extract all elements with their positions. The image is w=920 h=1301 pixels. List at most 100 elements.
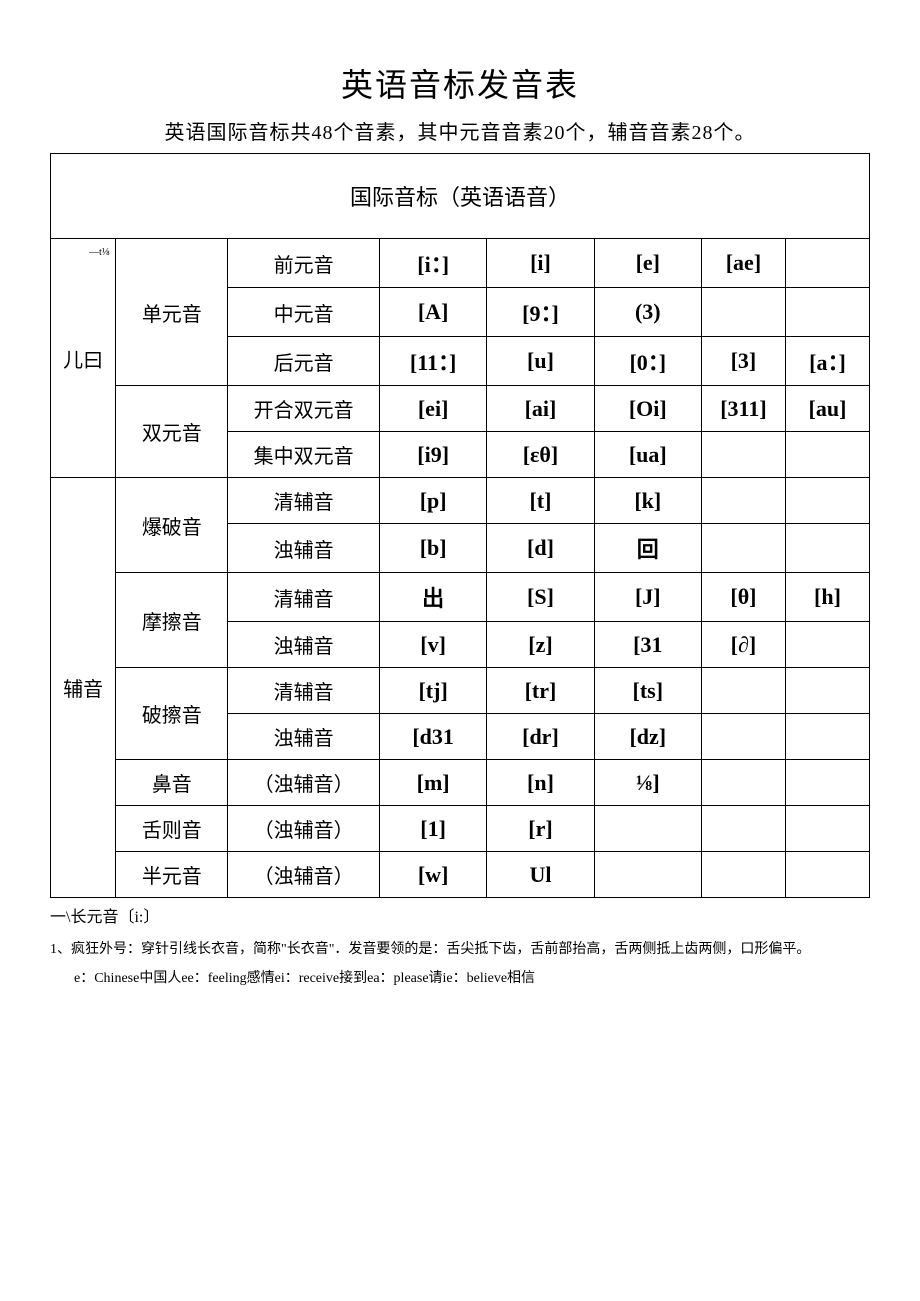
phonetic-cell: 回 (594, 524, 701, 573)
phonetic-cell (701, 288, 785, 337)
subcat-lateral: 舌则音 (116, 806, 228, 852)
phonetic-cell (785, 478, 869, 524)
vowel-label-text: 儿曰 (63, 350, 103, 372)
phonetic-cell: [ts] (594, 668, 701, 714)
type-label: 浊辅音 (228, 622, 380, 668)
phonetic-cell: [S] (487, 573, 594, 622)
phonetic-cell (785, 714, 869, 760)
type-label: 后元音 (228, 337, 380, 386)
phonetic-cell: [u] (487, 337, 594, 386)
type-label: （浊辅音） (228, 852, 380, 898)
subcat-fricative: 摩擦音 (116, 573, 228, 668)
phonetic-cell (785, 239, 869, 288)
footer-heading: 一\长元音〔i:〕 (50, 904, 870, 933)
type-label: 清辅音 (228, 573, 380, 622)
phonetic-cell: [a：] (785, 337, 869, 386)
phonetic-table: 国际音标（英语语音） —t⅛ 儿曰 单元音 前元音 [i：] [i] [e] [… (50, 153, 870, 898)
phonetic-cell: [εθ] (487, 432, 594, 478)
phonetic-cell: [k] (594, 478, 701, 524)
phonetic-cell: [31 (594, 622, 701, 668)
phonetic-cell (785, 668, 869, 714)
phonetic-cell: [i9] (379, 432, 486, 478)
phonetic-cell: 出 (379, 573, 486, 622)
subcat-plosive: 爆破音 (116, 478, 228, 573)
phonetic-cell: [∂] (701, 622, 785, 668)
type-label: 清辅音 (228, 668, 380, 714)
phonetic-cell: [θ] (701, 573, 785, 622)
phonetic-cell (785, 524, 869, 573)
phonetic-cell: [n] (487, 760, 594, 806)
phonetic-cell (785, 852, 869, 898)
phonetic-cell: [ae] (701, 239, 785, 288)
phonetic-cell (701, 478, 785, 524)
phonetic-cell (785, 760, 869, 806)
type-label: （浊辅音） (228, 806, 380, 852)
phonetic-cell: [au] (785, 386, 869, 432)
phonetic-cell: [dr] (487, 714, 594, 760)
phonetic-cell: [311] (701, 386, 785, 432)
phonetic-cell: [tj] (379, 668, 486, 714)
phonetic-cell: [Oi] (594, 386, 701, 432)
phonetic-cell: [w] (379, 852, 486, 898)
type-label: 前元音 (228, 239, 380, 288)
phonetic-cell (701, 760, 785, 806)
phonetic-cell: [d31 (379, 714, 486, 760)
phonetic-cell: [i：] (379, 239, 486, 288)
phonetic-cell (594, 852, 701, 898)
phonetic-cell: [t] (487, 478, 594, 524)
footer-section: 一\长元音〔i:〕 1、疯狂外号：穿针引线长衣音，简称"长衣音"．发音要领的是：… (50, 904, 870, 991)
phonetic-cell: [dz] (594, 714, 701, 760)
phonetic-cell (785, 432, 869, 478)
phonetic-cell: [3] (701, 337, 785, 386)
subcat-monophthong: 单元音 (116, 239, 228, 386)
phonetic-cell: [e] (594, 239, 701, 288)
type-label: 浊辅音 (228, 714, 380, 760)
phonetic-cell: [1] (379, 806, 486, 852)
category-consonant: 辅音 (51, 478, 116, 898)
page-subtitle: 英语国际音标共48个音素，其中元音音素20个，辅音音素28个。 (50, 116, 870, 145)
phonetic-cell (701, 852, 785, 898)
type-label: 清辅音 (228, 478, 380, 524)
phonetic-cell: [z] (487, 622, 594, 668)
phonetic-cell (701, 714, 785, 760)
type-label: （浊辅音） (228, 760, 380, 806)
table-header: 国际音标（英语语音） (51, 154, 870, 239)
subcat-affricate: 破擦音 (116, 668, 228, 760)
phonetic-cell: [d] (487, 524, 594, 573)
phonetic-cell: [p] (379, 478, 486, 524)
phonetic-cell: [tr] (487, 668, 594, 714)
vowel-sup: —t⅛ (89, 247, 109, 258)
type-label: 中元音 (228, 288, 380, 337)
subcat-diphthong: 双元音 (116, 386, 228, 478)
phonetic-cell (701, 524, 785, 573)
phonetic-cell: [ai] (487, 386, 594, 432)
phonetic-cell (594, 806, 701, 852)
subcat-nasal: 鼻音 (116, 760, 228, 806)
phonetic-cell (785, 806, 869, 852)
phonetic-cell: [9：] (487, 288, 594, 337)
page-title: 英语音标发音表 (50, 60, 870, 106)
phonetic-cell: [h] (785, 573, 869, 622)
phonetic-cell: (3) (594, 288, 701, 337)
footer-examples: e：Chinese中国人ee：feeling感情ei：receive接到ea：p… (50, 966, 870, 991)
phonetic-cell: ⅛] (594, 760, 701, 806)
subcat-semivowel: 半元音 (116, 852, 228, 898)
phonetic-cell: [11：] (379, 337, 486, 386)
category-vowel: —t⅛ 儿曰 (51, 239, 116, 478)
phonetic-cell: [v] (379, 622, 486, 668)
phonetic-cell: [A] (379, 288, 486, 337)
phonetic-cell: Ul (487, 852, 594, 898)
phonetic-cell (701, 668, 785, 714)
phonetic-cell: [m] (379, 760, 486, 806)
footer-note: 1、疯狂外号：穿针引线长衣音，简称"长衣音"．发音要领的是：舌尖抵下齿，舌前部抬… (50, 937, 870, 962)
phonetic-cell (701, 806, 785, 852)
phonetic-cell: [0：] (594, 337, 701, 386)
phonetic-cell (785, 288, 869, 337)
type-label: 集中双元音 (228, 432, 380, 478)
phonetic-cell: [r] (487, 806, 594, 852)
type-label: 开合双元音 (228, 386, 380, 432)
phonetic-cell: [J] (594, 573, 701, 622)
phonetic-cell: [i] (487, 239, 594, 288)
phonetic-cell: [ua] (594, 432, 701, 478)
phonetic-cell: [b] (379, 524, 486, 573)
